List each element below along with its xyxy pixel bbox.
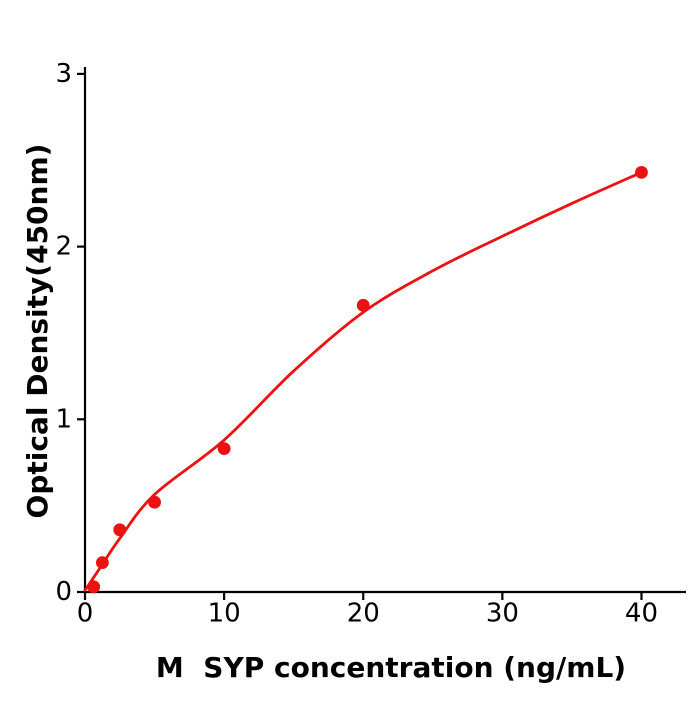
x-tick-label: 0	[77, 598, 94, 628]
x-tick-label: 20	[347, 598, 380, 628]
data-point	[217, 442, 231, 456]
y-tick-label: 1	[55, 404, 72, 434]
x-tick-label: 10	[208, 598, 241, 628]
data-point	[87, 580, 101, 594]
x-axis-title: M SYP concentration (ng/mL)	[155, 651, 627, 684]
y-axis-title: Optical Density(450nm)	[21, 143, 54, 519]
y-tick-label: 2	[55, 232, 72, 262]
data-point	[635, 165, 648, 179]
fit-curve	[83, 170, 643, 592]
data-point	[356, 298, 370, 312]
y-tick-label: 3	[55, 59, 72, 89]
data-point	[113, 523, 127, 537]
data-point	[95, 556, 109, 570]
y-tick-label: 0	[55, 577, 72, 607]
x-tick-label: 30	[486, 598, 519, 628]
x-tick-label: 40	[625, 598, 658, 628]
data-point	[148, 495, 161, 509]
